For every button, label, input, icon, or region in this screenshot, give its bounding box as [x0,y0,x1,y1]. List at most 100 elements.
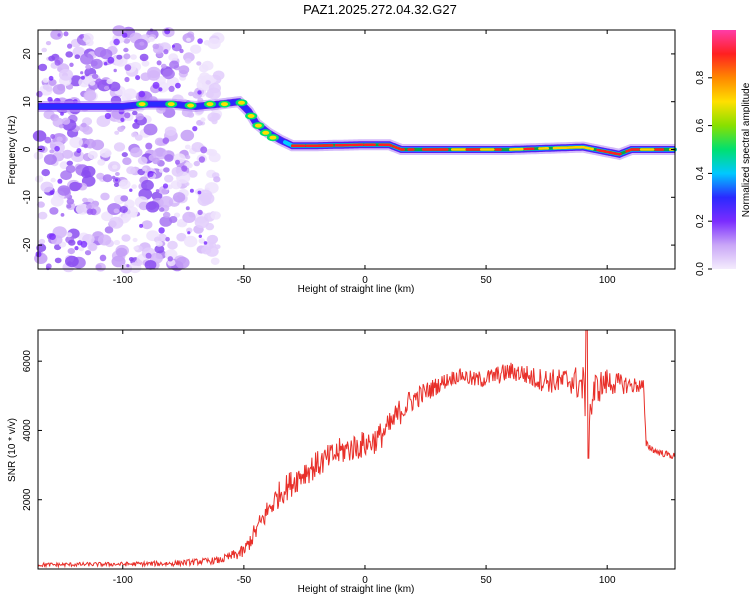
noise-peak [172,44,175,48]
noise-blob [56,136,63,142]
colorbar-ticks: 0.0 0.2 0.4 0.6 0.8 [695,70,712,276]
noise-peak [54,145,60,152]
noise-blob [45,86,53,92]
noise-blob [113,182,120,187]
noise-blob [108,81,121,92]
noise-blob [49,149,55,154]
spectrogram-y-ticks: -20 -10 0 10 20 [22,48,675,252]
snr-series-line [37,329,675,569]
spectrogram-x-ticks: -100 -50 0 50 100 [113,30,616,286]
noise-blob [152,43,160,50]
noise-blob [193,160,200,167]
noise-peak [152,81,160,89]
noise-blob [96,172,105,180]
noise-blob [184,58,192,64]
noise-peak [134,119,138,123]
ridge-peak-core [247,114,255,118]
y-tick-label: 20 [22,48,33,60]
noise-blob [37,201,45,208]
y-tick-label: -20 [22,237,33,252]
noise-peak [103,61,108,66]
colorbar-gradient [712,30,736,269]
noise-blob [164,249,178,260]
noise-blob [69,136,83,148]
noise-blob [139,41,145,46]
noise-blob [145,201,160,213]
noise-blob [159,216,173,227]
noise-blob [181,221,187,227]
noise-blob [36,243,47,252]
noise-peak [198,234,202,238]
noise-blob [141,220,153,230]
noise-blob [91,139,105,151]
noise-blob [121,234,131,242]
y-tick-label: 2000 [22,488,33,511]
noise-blob [65,255,79,268]
noise-blob [48,79,57,86]
ridge-peak-dash [610,151,622,156]
noise-blob [196,61,202,66]
noise-peak [162,137,170,144]
noise-peak [120,117,125,122]
noise-blob [129,211,138,218]
ridge-peak-core [138,102,146,107]
ridge-peak-dash [552,146,569,150]
noise-blob [120,195,129,202]
noise-blob [54,257,62,264]
noise-blob [90,58,103,69]
noise-peak [124,64,132,71]
noise-blob [141,179,154,191]
noise-peak [63,31,69,37]
noise-blob [91,73,99,79]
noise-blob [66,160,74,166]
noise-blob [206,148,215,156]
y-tick-label: -10 [22,190,33,205]
noise-peak [49,190,55,196]
noise-peak [60,213,65,217]
noise-blob [162,107,176,118]
noise-peak [168,85,175,92]
noise-blob [107,203,122,215]
y-tick-label: 0 [22,146,33,152]
noise-blob [155,240,163,247]
noise-blob [38,211,48,220]
noise-blob [182,211,196,223]
noise-peak [165,236,170,242]
figure-title: PAZ1.2025.272.04.32.G27 [303,2,457,17]
ridge-peak-dash [567,145,584,149]
noise-blob [142,167,148,172]
x-tick-label: -50 [237,575,252,586]
noise-blob [32,130,47,142]
noise-blob [117,126,125,132]
noise-peak [185,206,190,211]
noise-peak [57,178,63,184]
noise-blob [186,37,191,42]
x-tick-label: 0 [362,575,368,586]
noise-blob [175,256,190,269]
noise-blob [198,238,206,244]
noise-blob [81,170,91,179]
noise-peak [124,112,131,119]
noise-blob [109,216,124,229]
colorbar: 0.0 0.2 0.4 0.6 0.8 Normalized spectral ampl… [695,30,750,276]
noise-blob [67,248,76,255]
noise-blob [132,122,140,129]
noise-blob [144,260,157,270]
noise-blob [78,246,85,252]
noise-blob [123,38,131,44]
noise-peak [197,190,202,195]
noise-blob [72,46,86,57]
noise-peak [197,38,203,44]
noise-blob [45,41,52,46]
noise-blob [86,204,92,210]
noise-blob [50,29,63,40]
ridge-peak-core [262,130,270,135]
noise-blob [153,147,168,160]
noise-blob [80,122,87,128]
colorbar-tick-label: 0.4 [695,166,706,180]
spectrogram-noise-blobs [32,25,225,274]
noise-blob [68,239,76,246]
noise-peak [175,82,181,89]
noise-peak [197,209,203,216]
noise-blob [163,211,171,218]
